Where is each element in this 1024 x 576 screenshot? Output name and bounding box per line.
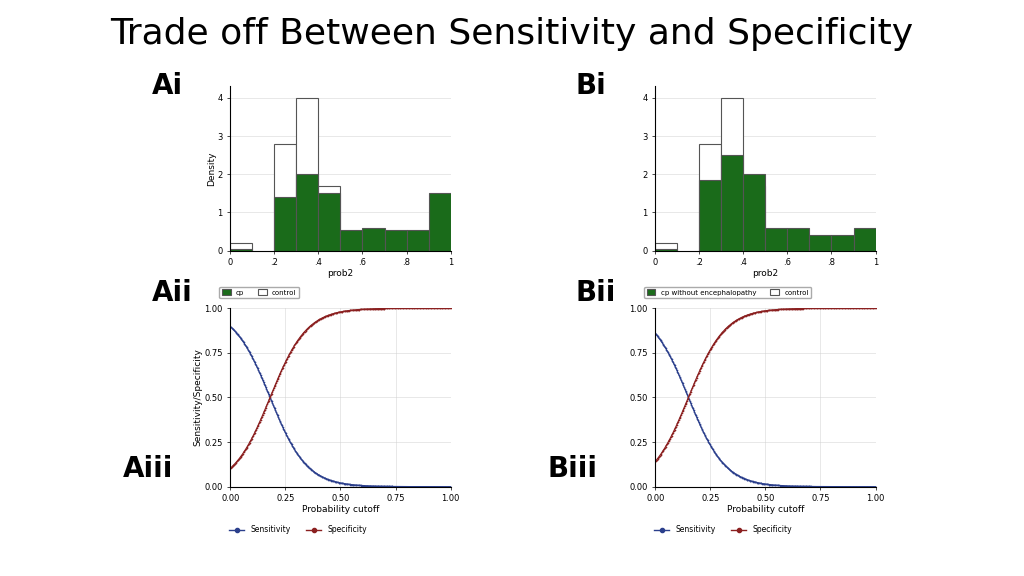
X-axis label: Probability cutoff: Probability cutoff [727,505,804,514]
Bar [743,185,765,251]
Legend: Sensitivity, Specificity: Sensitivity, Specificity [226,522,370,537]
Bar [318,185,340,251]
Text: Aiii: Aiii [123,455,173,483]
Bar [655,249,678,251]
Bar [809,249,831,251]
Bar [787,239,809,251]
Bar [407,249,429,251]
Bar [362,228,385,251]
Bar [699,180,721,251]
Bar [721,155,743,251]
Bar [385,230,407,251]
Y-axis label: Density: Density [207,151,216,185]
Legend: cp, control: cp, control [219,287,299,298]
Bar [809,235,831,251]
Bar [230,243,252,251]
Bar [721,98,743,251]
Y-axis label: Sensitivity/Specificity: Sensitivity/Specificity [194,348,203,446]
Legend: Sensitivity, Specificity: Sensitivity, Specificity [651,522,795,537]
Bar [297,174,318,251]
X-axis label: prob2: prob2 [328,268,353,278]
Bar [274,197,297,251]
Bar [766,232,787,251]
Text: Biii: Biii [548,455,598,483]
Bar [318,194,340,251]
Bar [699,143,721,251]
Bar [407,230,429,251]
Bar [831,235,854,251]
Bar [743,174,765,251]
Bar [428,194,451,251]
Bar [854,228,876,251]
Text: Ai: Ai [152,72,182,100]
Bar [385,249,407,251]
Bar [274,143,297,251]
Bar [831,249,854,251]
Text: Aii: Aii [152,279,193,308]
X-axis label: prob2: prob2 [753,268,778,278]
Bar [655,243,678,251]
Text: Bi: Bi [575,72,606,100]
Legend: cp without encephalopathy, control: cp without encephalopathy, control [644,287,811,298]
Bar [362,239,385,251]
Text: Bii: Bii [575,279,615,308]
Bar [340,230,362,251]
Text: Trade off Between Sensitivity and Specificity: Trade off Between Sensitivity and Specif… [111,17,913,51]
Bar [230,249,252,251]
Bar [766,228,787,251]
Bar [787,228,809,251]
Bar [297,98,318,251]
Bar [340,232,362,251]
X-axis label: Probability cutoff: Probability cutoff [302,505,379,514]
